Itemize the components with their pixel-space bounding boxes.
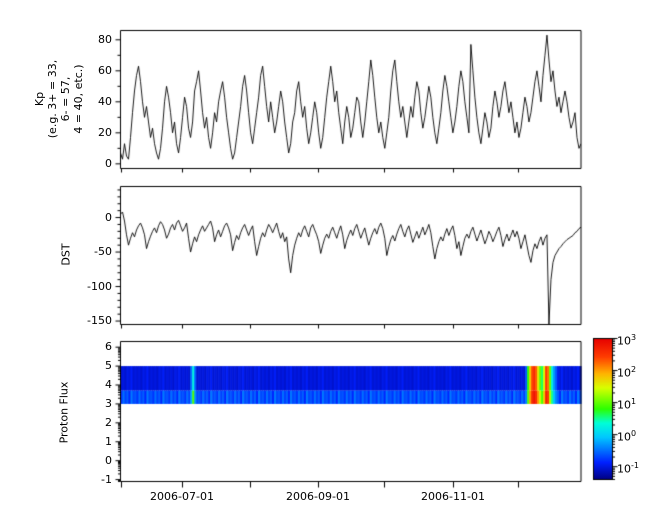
- proton-ytick-label: 0: [105, 454, 112, 467]
- colorbar-tick-base: 10: [617, 430, 631, 444]
- colorbar-tick-label: 101: [617, 395, 657, 412]
- dst-ytick-label: -50: [94, 245, 112, 258]
- dst-ytick-label: 0: [105, 211, 112, 224]
- proton-ytick-label: -1: [101, 473, 112, 486]
- colorbar-tick-base: 10: [617, 462, 631, 476]
- colorbar-tick-label: 10-1: [617, 459, 657, 476]
- colorbar-tick-exponent: 1: [631, 397, 637, 406]
- dst-panel: [120, 186, 581, 325]
- dst-ytick-label: -100: [87, 280, 112, 293]
- kp-ytick-label: 80: [98, 33, 112, 46]
- proton-ytick-label: 2: [105, 416, 112, 429]
- colorbar-tick-exponent: 2: [631, 365, 637, 374]
- kp-ytick-label: 40: [98, 95, 112, 108]
- colorbar-tick-exponent: 0: [631, 429, 637, 438]
- kp-ytick-label: 60: [98, 64, 112, 77]
- colorbar-tick-label: 100: [617, 427, 657, 444]
- colorbar-tick-base: 10: [617, 334, 631, 348]
- colorbar-tick-exponent: 3: [631, 333, 637, 342]
- xtick-label: 2006-07-01: [150, 490, 214, 503]
- dst-axis-label: DST: [59, 243, 73, 266]
- colorbar-tick-label: 103: [617, 331, 657, 348]
- proton-ytick-label: 1: [105, 435, 112, 448]
- colorbar-tick-exponent: -1: [631, 461, 639, 470]
- colorbar-tick-base: 10: [617, 366, 631, 380]
- kp-ytick-label: 20: [98, 126, 112, 139]
- proton-ytick-label: 4: [105, 378, 112, 391]
- proton-flux-axis-label: Proton Flux: [57, 381, 71, 444]
- xtick-label: 2006-11-01: [421, 490, 485, 503]
- proton-ytick-label: 5: [105, 359, 112, 372]
- dst-ytick-label: -150: [87, 314, 112, 327]
- colorbar-tick-base: 10: [617, 398, 631, 412]
- proton-ytick-label: 3: [105, 397, 112, 410]
- kp-ytick-label: 0: [105, 157, 112, 170]
- xtick-label: 2006-09-01: [286, 490, 350, 503]
- kp-panel: [120, 30, 581, 169]
- proton-flux-panel: [120, 341, 581, 482]
- proton-ytick-label: 6: [105, 340, 112, 353]
- colorbar: [593, 338, 613, 479]
- colorbar-tick-label: 102: [617, 363, 657, 380]
